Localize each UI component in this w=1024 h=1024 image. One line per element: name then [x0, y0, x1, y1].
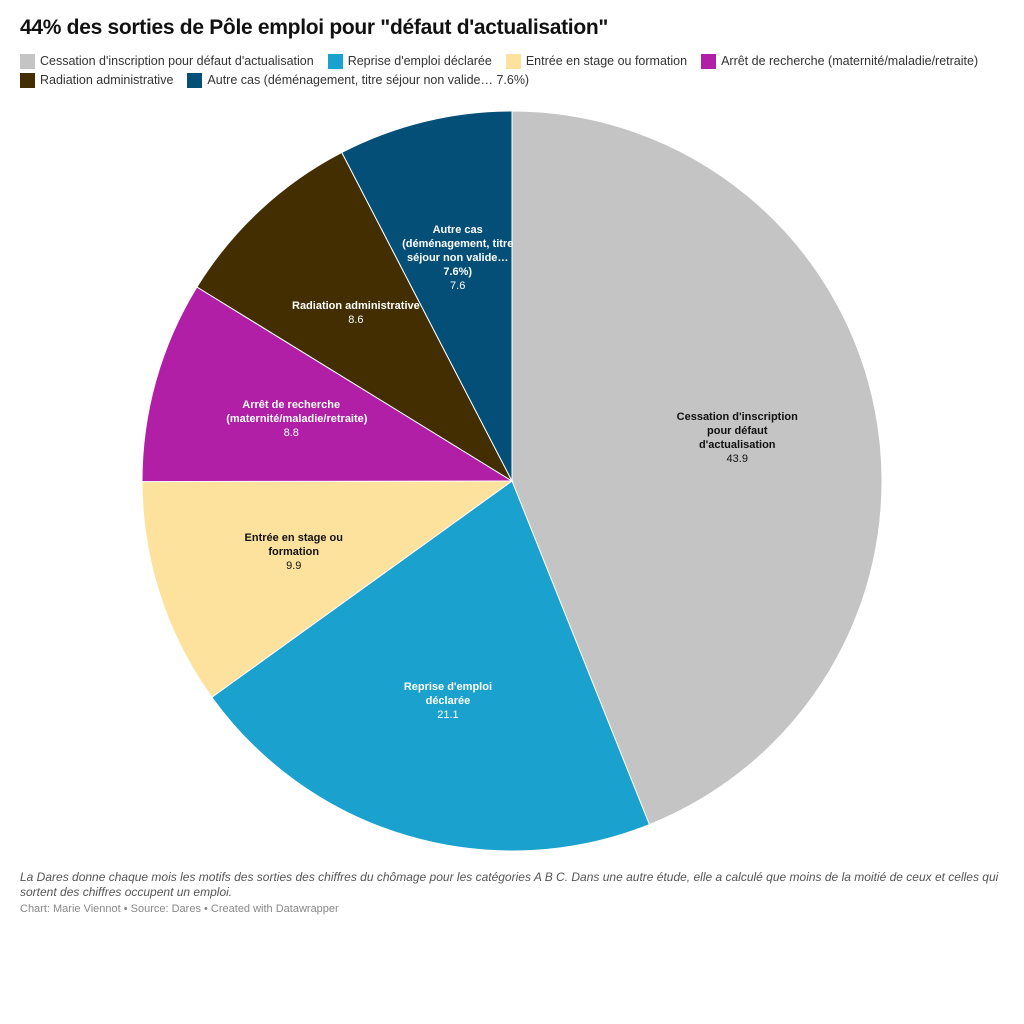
legend-label: Cessation d'inscription pour défaut d'ac… — [40, 54, 314, 68]
pie-slice — [511, 110, 883, 826]
legend-swatch — [327, 53, 343, 69]
pie-chart — [141, 110, 883, 852]
slice-label-name: Autre cas (déménagement, titre séjour no… — [402, 224, 514, 279]
legend-swatch — [187, 72, 203, 88]
slice-label: Cessation d'inscription pour défaut d'ac… — [672, 410, 802, 466]
chart-credit: Chart: Marie Viennot • Source: Dares • C… — [20, 903, 339, 915]
chart-title: 44% des sorties de Pôle emploi pour "déf… — [20, 16, 609, 39]
slice-label-name: Arrêt de recherche (maternité/maladie/re… — [226, 398, 368, 425]
legend-item: Reprise d'emploi déclarée — [327, 53, 492, 69]
pie-slice — [141, 286, 514, 483]
slice-label-value: 8.8 — [283, 426, 299, 439]
legend-swatch — [20, 53, 35, 69]
legend-item: Autre cas (déménagement, titre séjour no… — [187, 72, 529, 88]
legend-item: Entrée en stage ou formation — [505, 53, 688, 69]
slice-label-value: 8.6 — [348, 313, 364, 326]
slice-label-name: Reprise d'emploi déclarée — [403, 681, 493, 708]
legend-label: Arrêt de recherche (maternité/maladie/re… — [721, 54, 979, 68]
pie-slice — [211, 480, 651, 852]
slice-label-value: 7.6 — [450, 280, 466, 293]
legend: Cessation d'inscription pour défaut d'ac… — [20, 53, 1010, 88]
legend-item: Arrêt de recherche (maternité/maladie/re… — [701, 53, 978, 69]
legend-label: Autre cas (déménagement, titre séjour no… — [207, 73, 530, 87]
slice-label: Radiation administrative 8.6 — [291, 299, 421, 327]
legend-label: Reprise d'emploi déclarée — [347, 54, 492, 68]
legend-swatch — [505, 53, 521, 69]
pie-slice — [196, 151, 514, 483]
legend-swatch — [20, 72, 35, 88]
slice-label-name: Radiation administrative — [292, 299, 420, 312]
slice-label: Entrée en stage ou formation 9.9 — [229, 531, 359, 573]
legend-item: Radiation administrative — [20, 72, 173, 88]
slice-label-value: 21.1 — [437, 709, 459, 722]
slice-label: Arrêt de recherche (maternité/maladie/re… — [226, 398, 368, 440]
slice-label-name: Cessation d'inscription pour défaut d'ac… — [676, 410, 798, 451]
pie-slice — [141, 480, 514, 698]
slice-label-value: 43.9 — [726, 452, 748, 465]
chart-notes: La Dares donne chaque mois les motifs de… — [20, 870, 999, 899]
pie-slice — [341, 110, 513, 482]
legend-label: Radiation administrative — [40, 73, 174, 87]
legend-swatch — [701, 53, 717, 69]
legend-label: Entrée en stage ou formation — [525, 54, 688, 68]
slice-label: Autre cas (déménagement, titre séjour no… — [393, 223, 523, 293]
slice-label-value: 9.9 — [286, 559, 302, 572]
legend-item: Cessation d'inscription pour défaut d'ac… — [20, 53, 314, 69]
slice-label-name: Entrée en stage ou formation — [244, 531, 343, 558]
slice-label: Reprise d'emploi déclarée 21.1 — [383, 680, 513, 722]
